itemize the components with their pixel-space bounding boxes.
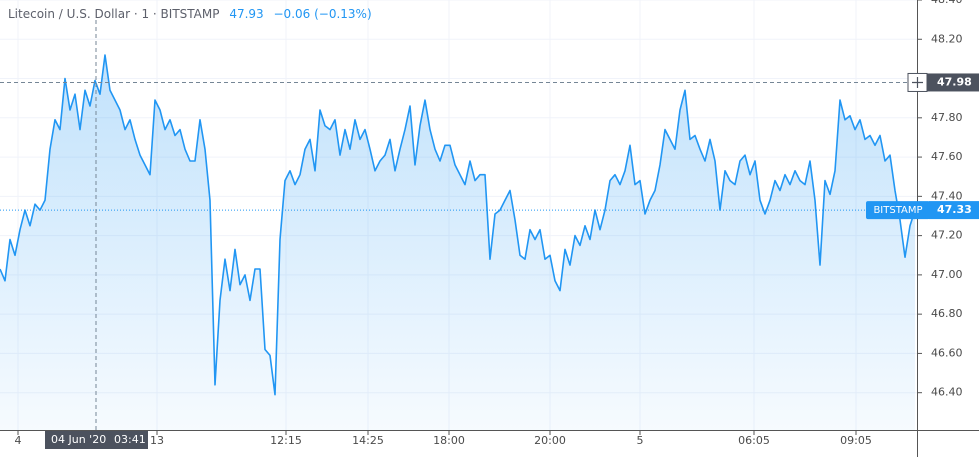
chart-header: Litecoin / U.S. Dollar · 1 · BITSTAMP 47… [8,7,372,21]
last-price-label: 47.33 [937,203,972,216]
price-axis-box [929,201,979,220]
series-name: BITSTAMP [873,205,922,216]
crosshair-date: 04 Jun '20 [51,433,106,446]
symbol: Litecoin / U.S. Dollar · 1 · BITSTAMP [8,7,219,21]
crosshair-price-box [927,73,979,92]
x-tick-label: 4 [15,434,22,447]
x-tick-label: 18:00 [433,434,465,447]
x-tick-label: 14:25 [352,434,384,447]
x-tick-label: 13 [150,434,164,447]
crosshair-time: 03:41 [114,433,146,446]
y-tick-label: 47.20 [931,229,963,242]
x-tick-label: 20:00 [534,434,566,447]
y-tick-label: 46.60 [931,346,963,359]
y-tick-label: 48.20 [931,32,963,45]
y-tick-label: 46.80 [931,307,963,320]
plus-icon [912,76,923,88]
line [0,54,916,396]
price-change: −0.06 (−0.13%) [274,7,372,21]
crosshair-price: 47.98 [937,75,972,88]
y-tick-label: 46.40 [931,386,963,399]
y-tick-label: 47.80 [931,111,963,124]
x-tick-label: 06:05 [738,434,770,447]
x-tick-label: 09:05 [840,434,872,447]
price-label-box [866,201,930,220]
crosshair-time-box [45,431,148,449]
area [0,55,915,430]
x-tick-label: 5 [637,434,644,447]
y-tick-label: 48.40 [931,0,963,6]
last-price: 47.93 [229,7,263,21]
y-tick-label: 47.60 [931,150,963,163]
y-tick-label: 47.40 [931,189,963,202]
x-tick-label: 12:15 [270,434,302,447]
y-tick-label: 47.00 [931,268,963,281]
